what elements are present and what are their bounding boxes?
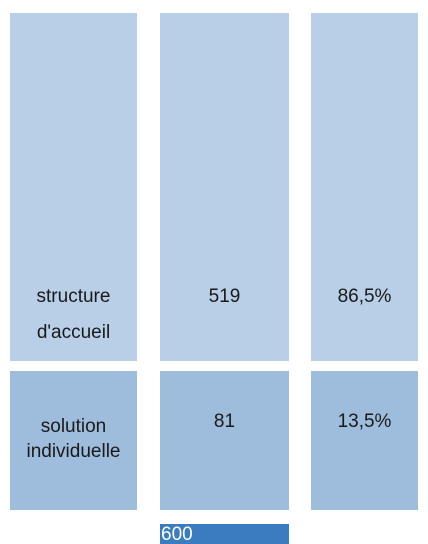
cell-text: structure d'accueil [36,286,111,343]
table-cell: 86,5% [311,13,418,361]
table-cell: 13,5% [311,371,418,510]
table-cell: 519 [160,13,289,361]
table-cell: structure d'accueil [10,13,137,361]
cell-text: 13,5% [337,411,392,432]
cell-text: solution individuelle [26,416,121,462]
table-cell: 81 [160,371,289,510]
cell-text: 86,5% [337,286,392,307]
table-cell: solution individuelle [10,371,137,510]
cell-text: 81 [213,411,236,432]
total-cell: 600 [160,524,289,544]
cell-text: 519 [208,286,241,307]
